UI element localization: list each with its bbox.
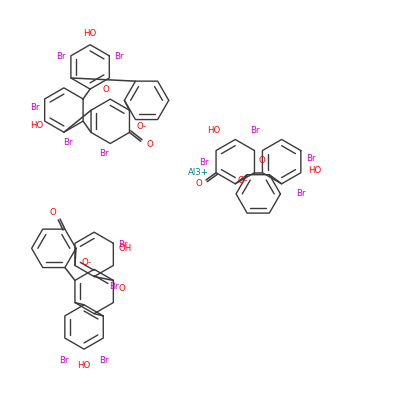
Text: O: O [195,178,201,187]
Text: Br: Br [98,149,108,158]
Text: Br: Br [63,138,72,147]
Text: Br: Br [118,239,128,248]
Text: Br: Br [305,154,315,163]
Text: O: O [102,84,109,93]
Text: Br: Br [99,355,109,364]
Text: HO: HO [83,29,96,38]
Text: O-: O- [237,176,247,185]
Text: OH: OH [118,244,131,253]
Text: O-: O- [136,121,146,131]
Text: O: O [118,283,125,292]
Text: O: O [147,140,153,148]
Text: O: O [49,207,56,216]
Text: Al3+: Al3+ [188,168,209,177]
Text: Br: Br [109,281,118,290]
Text: Br: Br [199,158,209,167]
Text: HO: HO [307,166,320,175]
Text: Br: Br [296,188,305,197]
Text: Br: Br [30,102,40,111]
Text: HO: HO [207,126,220,135]
Text: O: O [258,156,264,165]
Text: O-: O- [82,257,92,266]
Text: Br: Br [250,126,259,135]
Text: Br: Br [59,355,68,364]
Text: Br: Br [56,52,66,61]
Text: HO: HO [30,121,44,130]
Text: HO: HO [77,361,90,370]
Text: Br: Br [114,52,124,61]
